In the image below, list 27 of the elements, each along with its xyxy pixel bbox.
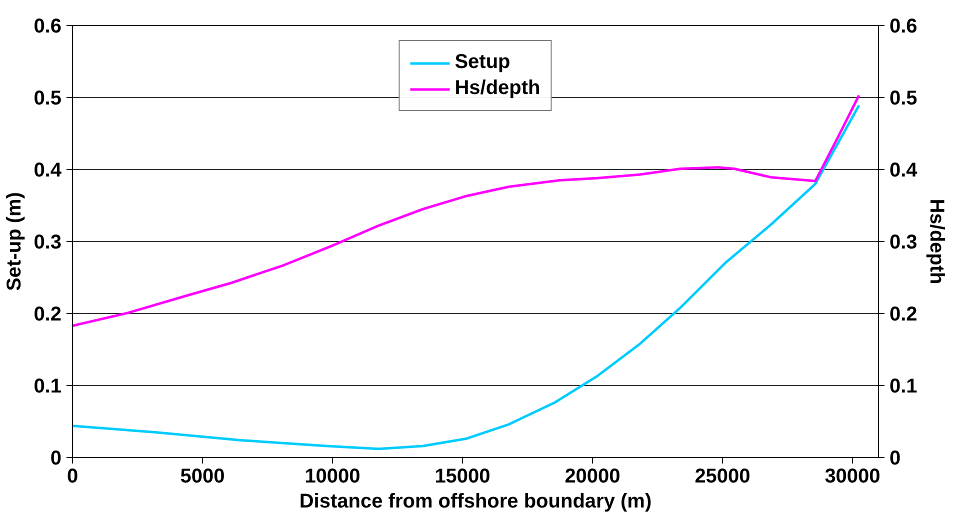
y2-tick-label: 0.1 [890, 376, 918, 398]
y-tick-label: 0 [50, 448, 62, 470]
x-tick-label: 30000 [824, 466, 880, 488]
x-tick-label: 25000 [694, 466, 750, 488]
y-tick-label: 0.5 [34, 88, 62, 110]
x-tick-label: 0 [66, 466, 78, 488]
legend-label: Setup [454, 51, 510, 74]
x-tick-label: 10000 [304, 466, 360, 488]
legend-label: Hs/depth [454, 77, 540, 100]
y2-tick-label: 0.4 [890, 160, 918, 182]
x-tick-label: 5000 [180, 466, 225, 488]
y2-tick-label: 0 [890, 448, 901, 470]
y2-tick-label: 0.5 [890, 88, 918, 110]
y2-tick-label: 0.3 [890, 232, 918, 254]
y2-axis-title: Hs/depth [925, 198, 948, 284]
y2-tick-label: 0.2 [890, 304, 918, 326]
y2-tick-label: 0.6 [890, 16, 918, 38]
x-tick-label: 15000 [434, 466, 490, 488]
y-tick-label: 0.2 [34, 304, 62, 326]
y-tick-label: 0.4 [34, 160, 62, 182]
y-tick-label: 0.6 [34, 16, 62, 38]
x-tick-label: 20000 [564, 466, 620, 488]
y-axis-title: Set-up (m) [4, 192, 26, 291]
y-tick-label: 0.3 [34, 232, 62, 254]
line-series [72, 104, 860, 450]
x-axis-title: Distance from offshore boundary (m) [299, 490, 652, 512]
y-tick-label: 0.1 [34, 376, 62, 398]
